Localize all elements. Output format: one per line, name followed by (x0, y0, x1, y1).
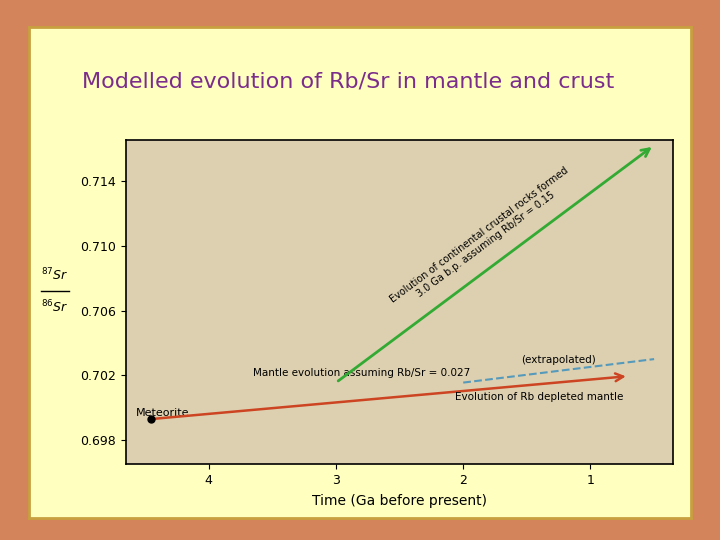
Text: Meteorite: Meteorite (136, 408, 189, 418)
Text: $^{86}$Sr: $^{86}$Sr (41, 299, 68, 316)
X-axis label: Time (Ga before present): Time (Ga before present) (312, 494, 487, 508)
Text: Modelled evolution of Rb/Sr in mantle and crust: Modelled evolution of Rb/Sr in mantle an… (82, 71, 614, 91)
Text: Mantle evolution assuming Rb/Sr = 0.027: Mantle evolution assuming Rb/Sr = 0.027 (253, 368, 470, 377)
Text: (extrapolated): (extrapolated) (521, 355, 596, 365)
Text: Evolution of Rb depleted mantle: Evolution of Rb depleted mantle (455, 393, 624, 402)
Text: Evolution of continental crustal rocks formed
3.0 Ga b.p. assuming Rb/Sr = 0.15: Evolution of continental crustal rocks f… (388, 165, 577, 314)
Text: $^{87}$Sr: $^{87}$Sr (41, 266, 68, 283)
